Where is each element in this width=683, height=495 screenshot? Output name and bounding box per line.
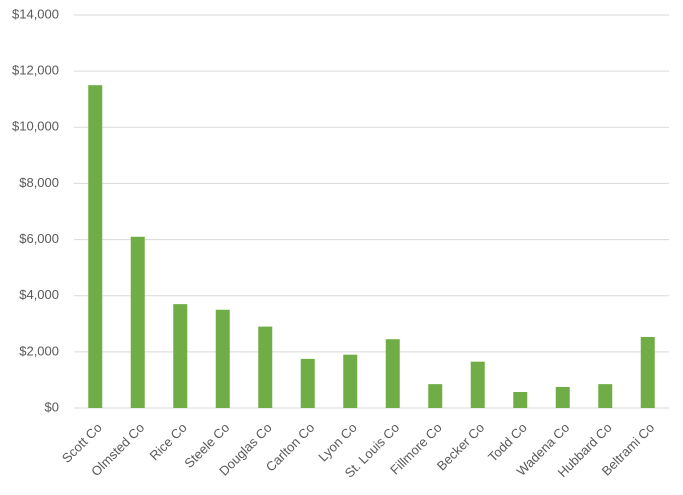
y-tick-label: $0 [45,399,59,414]
y-tick-label: $14,000 [12,6,59,21]
y-tick-label: $8,000 [19,175,59,190]
bar [428,384,443,408]
bar [258,326,273,408]
bar [130,236,145,408]
y-tick-label: $10,000 [12,119,59,134]
bar [173,304,188,408]
bar [513,391,528,408]
bar [215,309,230,408]
y-tick-label: $6,000 [19,231,59,246]
x-tick-label: Rice Co [146,420,189,463]
bar [300,358,315,408]
bar [640,336,655,408]
bar [88,85,103,408]
bar [343,354,358,408]
bar [598,384,613,408]
bar [470,361,485,408]
y-tick-label: $2,000 [19,343,59,358]
y-tick-label: $4,000 [19,287,59,302]
bar [555,386,570,408]
bar [385,339,400,408]
y-tick-label: $12,000 [12,63,59,78]
